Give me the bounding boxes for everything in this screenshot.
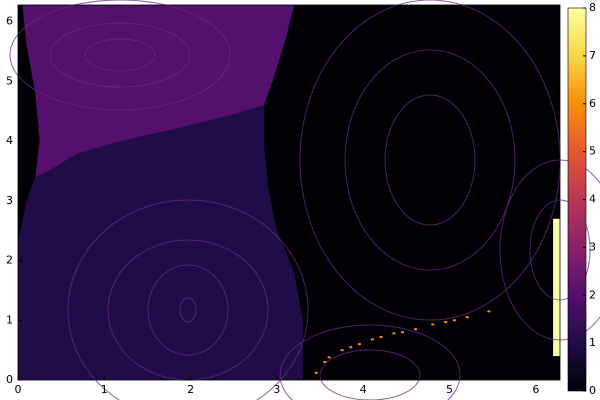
x-tick-label: 6 [532, 383, 539, 396]
colorbar-tick-label: 0 [589, 384, 596, 397]
colorbar-tick-label: 4 [589, 193, 596, 206]
y-tick-label: 6 [6, 15, 13, 28]
colorbar-tick-label: 2 [589, 288, 596, 301]
heatmap-cell [444, 321, 448, 324]
heatmap-cell [465, 316, 469, 319]
y-tick-label: 0 [6, 373, 13, 386]
y-tick-label: 2 [6, 254, 13, 267]
colorbar-tick-label: 6 [589, 97, 596, 110]
heatmap-cell [323, 361, 327, 364]
x-tick-label: 2 [187, 383, 194, 396]
plot [18, 5, 560, 380]
x-tick-label: 4 [360, 383, 367, 396]
y-tick-label: 5 [6, 74, 13, 87]
contours [9, 0, 600, 400]
colorbar-tick-label: 1 [589, 336, 596, 349]
heatmap-cell [431, 323, 435, 326]
plot-frame [17, 4, 561, 381]
heatmap-cell [414, 328, 418, 331]
heatmap-region [553, 218, 560, 357]
colorbar-tick-label: 5 [589, 145, 596, 158]
heatmap-cell [314, 371, 318, 374]
y-tick-label: 4 [6, 134, 13, 147]
colorbar-tick-label: 3 [589, 240, 596, 253]
heatmap-cell [349, 346, 353, 349]
heatmap-cell [452, 319, 456, 322]
x-tick-label: 5 [446, 383, 453, 396]
heatmap-cell [392, 332, 396, 335]
heatmap-region [18, 105, 303, 380]
heatmap-cell [327, 356, 331, 359]
axes: 0 1 2 3 4 5 6 0 1 2 3 4 5 6 0 1 2 3 4 5 6 7 8 [6, 1, 596, 397]
y-tick-label: 1 [6, 313, 13, 326]
heatmap-cell [401, 331, 405, 334]
x-tick-label: 0 [15, 383, 22, 396]
heatmap-cell [340, 349, 344, 352]
x-tick-label: 1 [101, 383, 108, 396]
y-tick-label: 3 [6, 194, 13, 207]
x-tick-label: 3 [273, 383, 280, 396]
heatmap-cell [357, 343, 361, 346]
heatmap-cell [487, 310, 491, 313]
colorbar-tick-label: 7 [589, 49, 596, 62]
heatmap-cell [370, 338, 374, 341]
heatmap-region [22, 5, 295, 177]
colorbar-tick-label: 8 [589, 1, 596, 14]
heatmap-cell [379, 336, 383, 339]
